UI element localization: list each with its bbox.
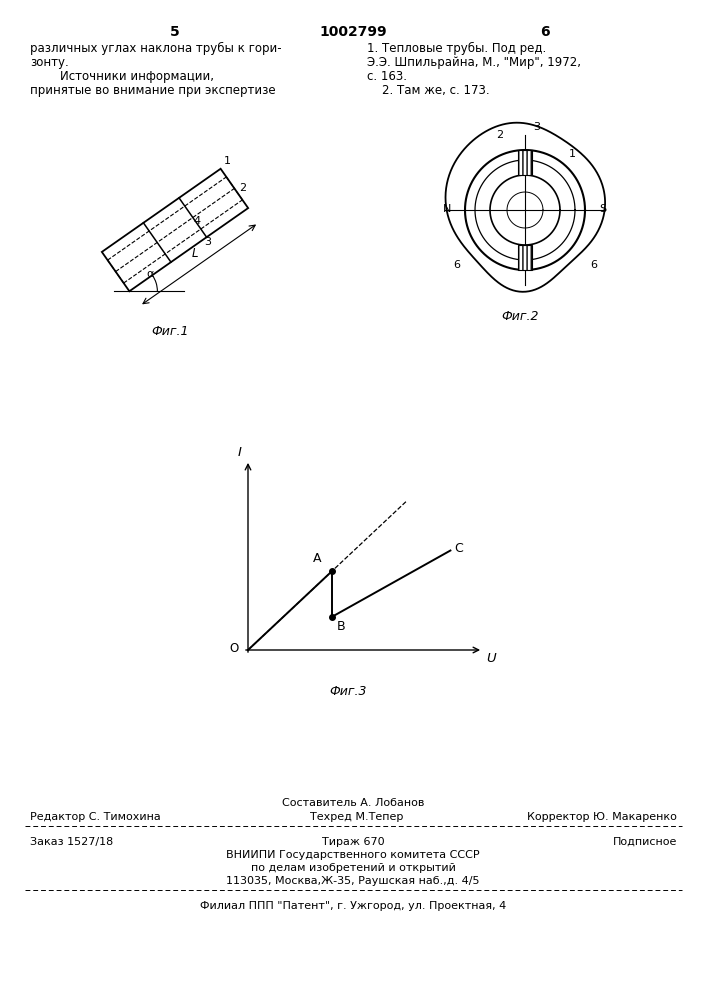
Text: A: A: [313, 552, 322, 565]
Text: 4: 4: [194, 216, 201, 226]
Text: B: B: [337, 620, 345, 633]
Text: ВНИИПИ Государственного комитета СССР: ВНИИПИ Государственного комитета СССР: [226, 850, 480, 860]
Text: Подписное: Подписное: [613, 837, 677, 847]
Text: Техред М.Тепер: Техред М.Тепер: [310, 812, 404, 822]
Text: C: C: [455, 542, 463, 555]
Polygon shape: [518, 245, 532, 270]
Text: 1: 1: [568, 149, 575, 159]
Text: Составитель А. Лобанов: Составитель А. Лобанов: [282, 798, 424, 808]
Text: 3: 3: [534, 122, 540, 132]
Text: L: L: [192, 247, 199, 260]
Text: U: U: [486, 652, 496, 665]
Text: 5: 5: [170, 25, 180, 39]
Text: Фиг.1: Фиг.1: [151, 325, 189, 338]
Text: Э.Э. Шпильрайна, М., "Мир", 1972,: Э.Э. Шпильрайна, М., "Мир", 1972,: [367, 56, 581, 69]
Text: 113035, Москва,Ж-35, Раушская наб.,д. 4/5: 113035, Москва,Ж-35, Раушская наб.,д. 4/…: [226, 876, 480, 886]
Text: принятые во внимание при экспертизе: принятые во внимание при экспертизе: [30, 84, 276, 97]
Text: O: O: [229, 642, 239, 654]
Text: 6: 6: [590, 260, 597, 270]
Text: 6: 6: [540, 25, 550, 39]
Text: зонту.: зонту.: [30, 56, 69, 69]
Text: 3: 3: [204, 237, 211, 247]
Text: 2: 2: [496, 130, 503, 140]
Text: 2: 2: [240, 183, 247, 193]
Text: Фиг.2: Фиг.2: [501, 310, 539, 323]
Text: с. 163.: с. 163.: [367, 70, 407, 83]
Text: различных углах наклона трубы к гори-: различных углах наклона трубы к гори-: [30, 42, 281, 55]
Text: 2. Там же, с. 173.: 2. Там же, с. 173.: [367, 84, 490, 97]
Text: α: α: [146, 269, 153, 279]
Text: Редактор С. Тимохина: Редактор С. Тимохина: [30, 812, 160, 822]
Polygon shape: [445, 123, 605, 292]
Text: Корректор Ю. Макаренко: Корректор Ю. Макаренко: [527, 812, 677, 822]
Text: Филиал ППП "Патент", г. Ужгород, ул. Проектная, 4: Филиал ППП "Патент", г. Ужгород, ул. Про…: [200, 901, 506, 911]
Text: 1. Тепловые трубы. Под ред.: 1. Тепловые трубы. Под ред.: [367, 42, 547, 55]
Text: 1: 1: [223, 156, 230, 166]
Text: Источники информации,: Источники информации,: [30, 70, 214, 83]
Polygon shape: [518, 150, 532, 175]
Text: 1002799: 1002799: [319, 25, 387, 39]
Text: Заказ 1527/18: Заказ 1527/18: [30, 837, 113, 847]
Text: 5: 5: [522, 263, 529, 273]
Text: по делам изобретений и открытий: по делам изобретений и открытий: [250, 863, 455, 873]
Text: N: N: [443, 204, 451, 214]
Text: I: I: [238, 446, 242, 459]
Text: S: S: [600, 204, 607, 214]
Text: Тираж 670: Тираж 670: [322, 837, 385, 847]
Text: Фиг.3: Фиг.3: [329, 685, 367, 698]
Text: 6: 6: [453, 260, 460, 270]
